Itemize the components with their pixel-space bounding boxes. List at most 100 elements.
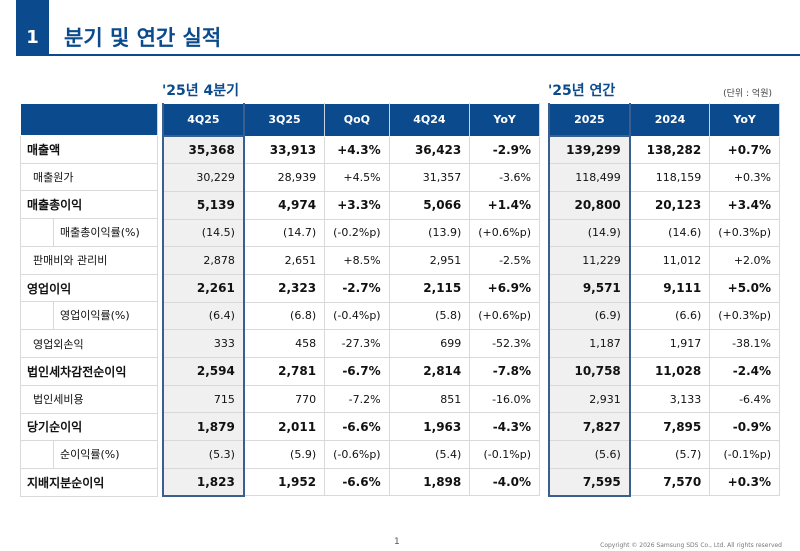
table-cell: (5.4) xyxy=(388,440,471,469)
table-cell: 10,758 xyxy=(548,357,631,386)
table-cell: 1,898 xyxy=(388,467,471,497)
table-row: 11,229 11,012 +2.0% xyxy=(548,246,780,275)
table-cell: (14.5) xyxy=(162,218,245,248)
table-cell: -16.0% xyxy=(469,384,540,414)
table-cell: -6.7% xyxy=(324,357,390,386)
table-row: 당기순이익 xyxy=(20,412,158,442)
table-cell: 11,012 xyxy=(629,246,711,275)
table-cell: +3.3% xyxy=(324,190,390,220)
table-cell: 699 xyxy=(388,329,471,358)
table-cell: 138,282 xyxy=(629,135,711,165)
table-cell: 4,974 xyxy=(243,190,326,220)
table-row: 333 458 -27.3% 699 -52.3% xyxy=(162,329,540,358)
table-cell: 9,111 xyxy=(629,273,711,303)
table-cell: 1,963 xyxy=(388,412,471,442)
table-row: 영업이익 xyxy=(20,273,158,303)
table-cell: (5.9) xyxy=(243,440,326,469)
table-cell: 33,913 xyxy=(243,135,326,165)
row-label: 영업외손익 xyxy=(20,329,158,359)
table-row: 지배지분순이익 xyxy=(20,468,158,497)
table-cell: 20,800 xyxy=(548,190,631,220)
table-row: (14.5) (14.7) (-0.2%p) (13.9) (+0.6%p) xyxy=(162,218,540,248)
table-cell: 715 xyxy=(162,384,245,414)
table-cell: 139,299 xyxy=(548,135,631,165)
table-row: (5.6) (5.7) (-0.1%p) xyxy=(548,440,780,469)
table-cell: (5.6) xyxy=(548,440,631,469)
section-number: 1 xyxy=(26,27,39,48)
table-cell: 5,066 xyxy=(388,190,471,220)
annual-section-title: '25년 연간 xyxy=(548,83,616,99)
table-row: (5.3) (5.9) (-0.6%p) (5.4) (-0.1%p) xyxy=(162,440,540,469)
table-cell: +0.7% xyxy=(709,135,780,165)
table-row: 영업외손익 xyxy=(20,329,158,359)
table-row: 9,571 9,111 +5.0% xyxy=(548,273,780,303)
column-header: 3Q25 xyxy=(243,103,326,137)
table-cell: +6.9% xyxy=(469,273,540,303)
table-row: 1,823 1,952 -6.6% 1,898 -4.0% xyxy=(162,467,540,497)
table-row: (6.9) (6.6) (+0.3%p) xyxy=(548,301,780,331)
table-row: 7,595 7,570 +0.3% xyxy=(548,467,780,497)
quarterly-table: 4Q25 3Q25 QoQ 4Q24 YoY 35,368 33,913 +4.3% 36,42… xyxy=(162,103,540,497)
title-divider xyxy=(49,54,800,56)
table-cell: 2,261 xyxy=(162,273,245,303)
table-cell: -0.9% xyxy=(709,412,780,442)
table-cell: -52.3% xyxy=(469,329,540,358)
table-cell: (+0.6%p) xyxy=(469,218,540,248)
column-header: YoY xyxy=(469,103,540,137)
row-label: 법인세비용 xyxy=(20,384,158,414)
table-row: 영업이익률(%) xyxy=(20,301,158,331)
quarterly-section-title: '25년 4분기 xyxy=(162,83,240,99)
table-row: 118,499 118,159 +0.3% xyxy=(548,163,780,192)
table-cell: (5.7) xyxy=(629,440,711,469)
table-cell: 30,229 xyxy=(162,163,245,192)
table-row: 2,594 2,781 -6.7% 2,814 -7.8% xyxy=(162,357,540,386)
table-cell: 1,879 xyxy=(162,412,245,442)
table-row: 순이익률(%) xyxy=(20,440,158,470)
table-cell: +8.5% xyxy=(324,246,390,275)
column-header: 2024 xyxy=(629,103,711,137)
row-label: 지배지분순이익 xyxy=(20,468,158,497)
table-row: 715 770 -7.2% 851 -16.0% xyxy=(162,384,540,414)
column-header: YoY xyxy=(709,103,780,137)
table-cell: 333 xyxy=(162,329,245,358)
row-label: 당기순이익 xyxy=(20,412,158,442)
table-cell: (+0.6%p) xyxy=(469,301,540,331)
table-row: (14.9) (14.6) (+0.3%p) xyxy=(548,218,780,248)
table-cell: 118,499 xyxy=(548,163,631,192)
table-cell: 7,827 xyxy=(548,412,631,442)
table-cell: 7,895 xyxy=(629,412,711,442)
row-label: 순이익률(%) xyxy=(20,440,158,470)
table-cell: 118,159 xyxy=(629,163,711,192)
table-cell: 2,931 xyxy=(548,384,631,414)
table-cell: 28,939 xyxy=(243,163,326,192)
table-cell: 2,951 xyxy=(388,246,471,275)
table-cell: -2.9% xyxy=(469,135,540,165)
table-cell: 2,781 xyxy=(243,357,326,386)
table-cell: -4.3% xyxy=(469,412,540,442)
table-row: 법인세비용 xyxy=(20,384,158,414)
row-label-text: 매출총이익률(%) xyxy=(53,219,157,247)
table-cell: +4.5% xyxy=(324,163,390,192)
table-cell: (-0.1%p) xyxy=(709,440,780,469)
column-header: 2025 xyxy=(548,103,631,137)
section-number-badge: 1 xyxy=(16,0,49,56)
annual-table: 2025 2024 YoY 139,299 138,282 +0.7% 118,499 118… xyxy=(548,103,780,497)
table-cell: -27.3% xyxy=(324,329,390,358)
table-cell: 2,814 xyxy=(388,357,471,386)
table-cell: 31,357 xyxy=(388,163,471,192)
table-cell: 2,651 xyxy=(243,246,326,275)
table-row: 2,931 3,133 -6.4% xyxy=(548,384,780,414)
unit-label: (단위 : 억원) xyxy=(723,89,772,99)
table-cell: (6.6) xyxy=(629,301,711,331)
table-row: 139,299 138,282 +0.7% xyxy=(548,135,780,165)
page-number: 1 xyxy=(394,537,400,547)
table-row: 1,879 2,011 -6.6% 1,963 -4.3% xyxy=(162,412,540,442)
table-row: 법인세차감전순이익 xyxy=(20,357,158,386)
row-label-table: 매출액 매출원가 매출총이익 매출총이익률(%) 판매비와 관리비 영업이익 영업이익률(%… xyxy=(20,103,158,497)
table-cell: 11,028 xyxy=(629,357,711,386)
table-cell: (14.9) xyxy=(548,218,631,248)
row-label: 법인세차감전순이익 xyxy=(20,357,158,386)
table-cell: 35,368 xyxy=(162,135,245,165)
table-cell: 2,011 xyxy=(243,412,326,442)
table-cell: 2,115 xyxy=(388,273,471,303)
